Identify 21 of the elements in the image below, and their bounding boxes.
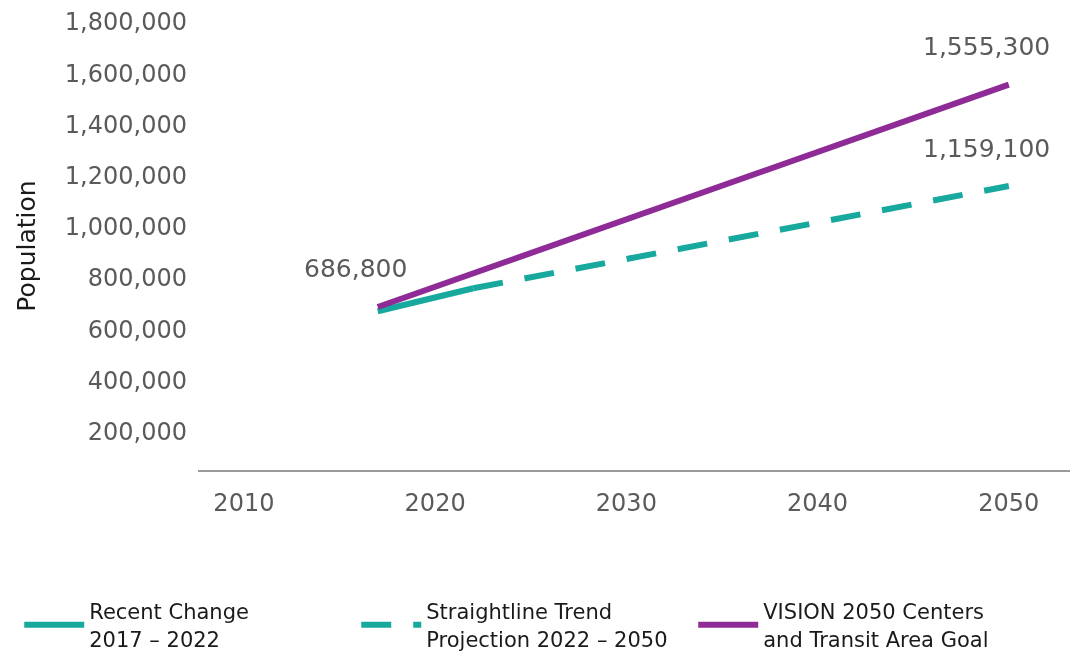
y-tick-label: 200,000: [87, 418, 187, 446]
x-tick-label: 2020: [404, 488, 466, 517]
y-tick-label: 600,000: [87, 315, 187, 344]
y-tick-label: 1,200,000: [64, 162, 187, 190]
data-label: 1,159,100: [923, 134, 1051, 163]
y-tick-label: 800,000: [87, 264, 187, 293]
y-tick-label: 1,600,000: [64, 59, 187, 88]
x-tick-label: 2050: [978, 488, 1040, 517]
legend-label: VISION 2050 Centers and Transit Area Goal: [763, 600, 989, 652]
legend-label: Straightline Trend Projection 2022 – 2050: [426, 600, 668, 652]
y-tick-label: 1,400,000: [64, 110, 187, 139]
legend-label: Recent Change 2017 – 2022: [89, 600, 249, 652]
x-tick-label: 2030: [595, 488, 657, 517]
x-tick-label: 2010: [213, 488, 275, 517]
y-tick-label: 1,800,000: [64, 8, 187, 37]
x-tick-label: 2040: [787, 488, 849, 517]
y-tick-label: 400,000: [87, 366, 187, 395]
y-tick-label: 1,000,000: [64, 213, 187, 242]
data-label: 686,800: [304, 254, 408, 283]
data-label: 1,555,300: [923, 32, 1051, 61]
y-axis-title: Population: [11, 180, 41, 312]
